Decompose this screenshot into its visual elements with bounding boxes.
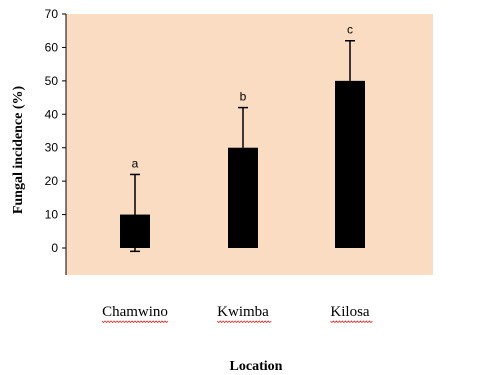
y-tick-label: 50 [45, 74, 59, 88]
chart-marks: 0 10 20 30 40 50 60 70 a Chamwino b Kwimba c Kilosa [45, 7, 373, 324]
significance-label: b [240, 90, 247, 104]
y-tick-label: 40 [45, 107, 59, 121]
bar [228, 147, 258, 248]
spellcheck-underline [216, 320, 272, 324]
x-tick-label: Kilosa [330, 304, 370, 320]
spellcheck-underline [330, 320, 373, 324]
y-tick-label: 70 [45, 7, 59, 21]
y-tick-label: 60 [45, 40, 59, 54]
x-tick-label: Chamwino [102, 304, 168, 320]
x-axis-title: Location [230, 359, 283, 374]
bar [335, 80, 365, 248]
y-axis-title: Fungal incidence (%) [11, 86, 26, 215]
y-tick-label: 10 [45, 208, 59, 222]
significance-label: a [132, 156, 139, 170]
y-tick-label: 30 [45, 141, 59, 155]
x-tick-label: Kwimba [217, 304, 269, 320]
significance-label: c [347, 23, 353, 37]
spellcheck-underline [101, 320, 169, 324]
y-tick-label: 0 [51, 241, 58, 255]
y-tick-label: 20 [45, 174, 59, 188]
